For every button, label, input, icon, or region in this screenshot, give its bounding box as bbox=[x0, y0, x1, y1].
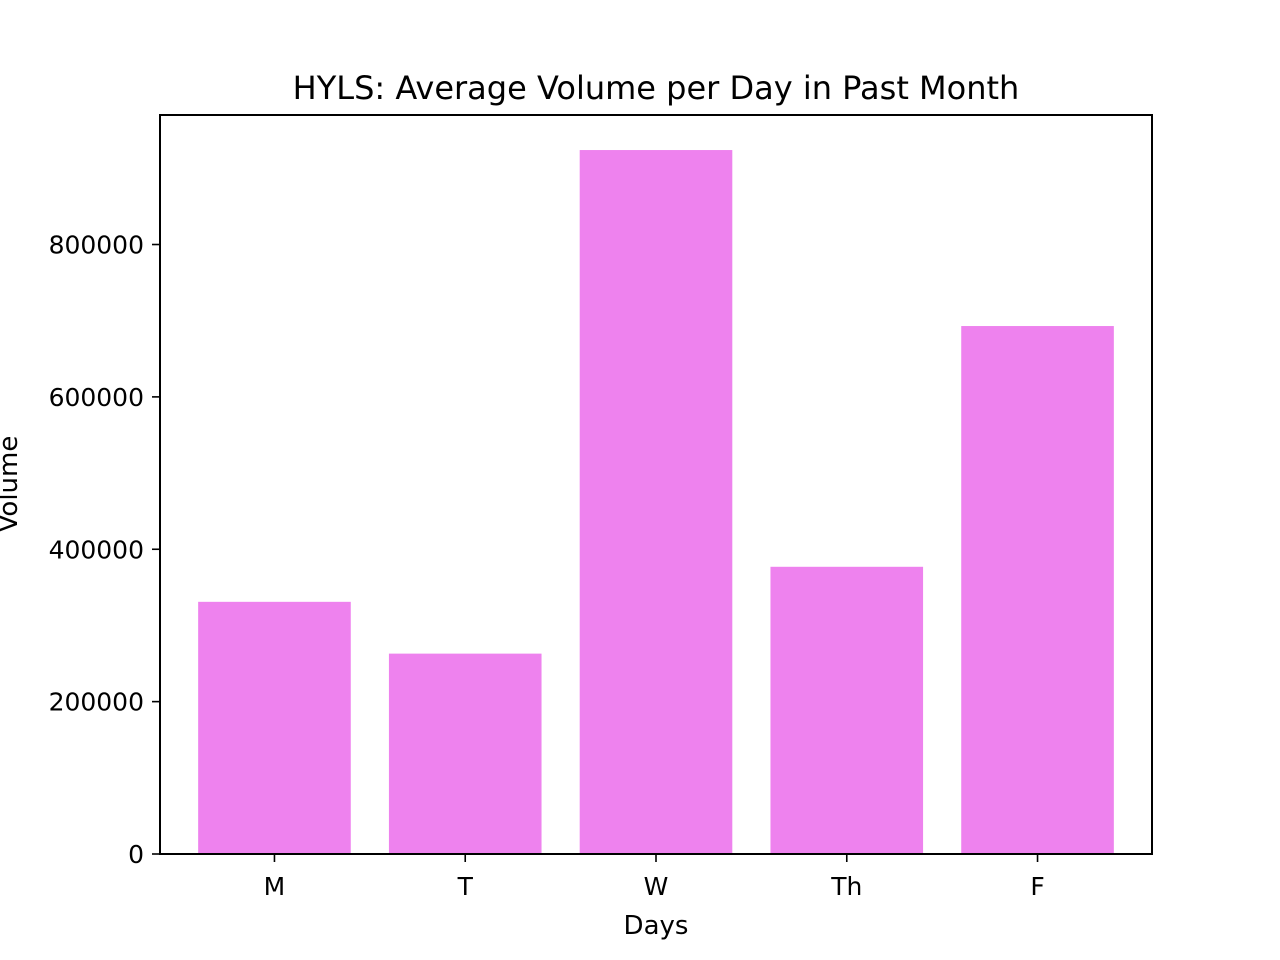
bars-layer bbox=[198, 150, 1114, 855]
y-tick-label: 600000 bbox=[49, 383, 144, 412]
x-tick-label: F bbox=[1030, 872, 1044, 901]
y-tick-label: 200000 bbox=[49, 688, 144, 717]
x-tick-label: Th bbox=[830, 872, 862, 901]
bar-f bbox=[961, 326, 1114, 854]
x-axis: M T W Th F bbox=[264, 854, 1045, 901]
bar-t bbox=[388, 653, 542, 854]
bar-w bbox=[579, 150, 733, 855]
bar-m bbox=[198, 601, 351, 854]
y-axis: 0 200000 400000 600000 800000 bbox=[49, 231, 160, 869]
bar-th bbox=[770, 566, 924, 854]
y-axis-label: Volume bbox=[0, 436, 24, 533]
x-tick-label: M bbox=[264, 872, 286, 901]
x-tick-label: T bbox=[457, 872, 474, 901]
y-tick-label: 800000 bbox=[49, 231, 144, 260]
chart-title: HYLS: Average Volume per Day in Past Mon… bbox=[293, 69, 1020, 107]
y-tick-label: 0 bbox=[128, 840, 144, 869]
y-tick-label: 400000 bbox=[49, 535, 144, 564]
x-axis-label: Days bbox=[624, 911, 689, 941]
x-tick-label: W bbox=[644, 872, 669, 901]
